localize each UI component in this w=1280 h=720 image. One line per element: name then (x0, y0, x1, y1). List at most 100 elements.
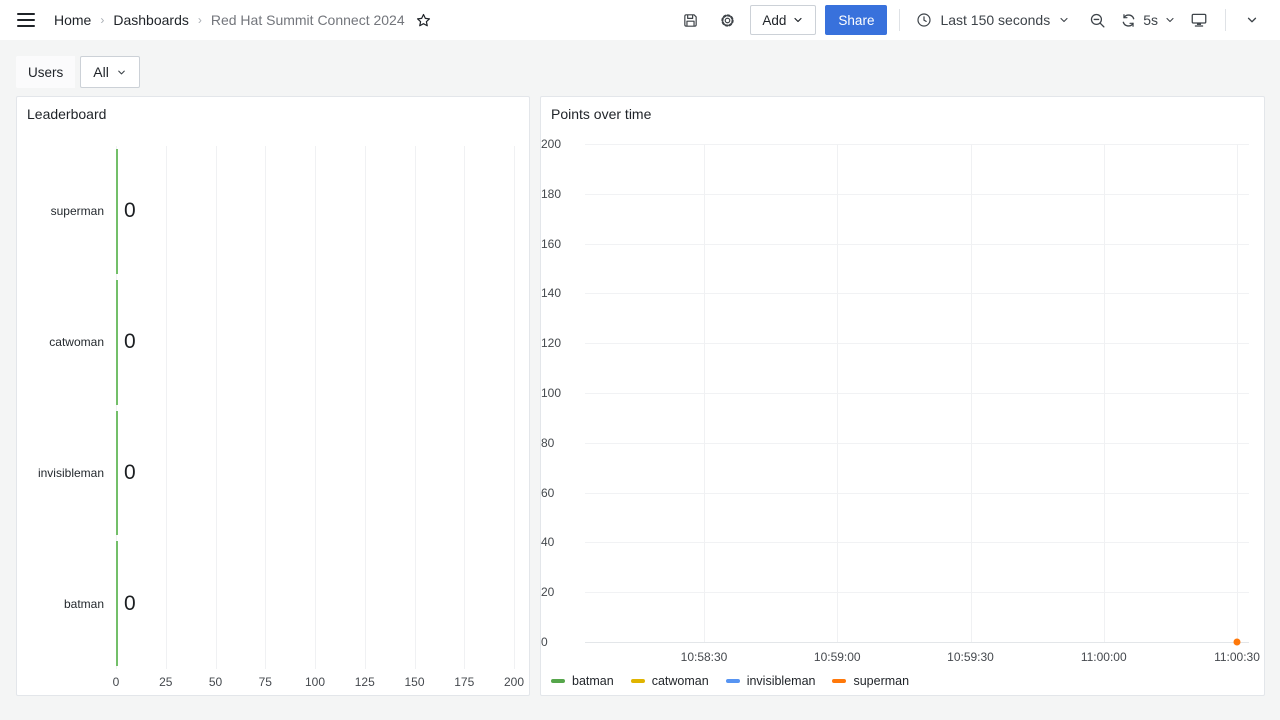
legend-item-batman[interactable]: batman (551, 674, 614, 688)
refresh-interval-label: 5s (1143, 12, 1158, 28)
x-axis-tick-label: 10:58:30 (680, 650, 728, 664)
y-axis-tick-label: 120 (541, 336, 562, 351)
gridline (1237, 144, 1238, 642)
chevron-down-icon (1166, 17, 1174, 23)
share-button[interactable]: Share (825, 5, 888, 35)
legend-label: invisibleman (746, 674, 816, 688)
add-button[interactable]: Add (750, 5, 817, 35)
variable-label-users[interactable]: Users (16, 56, 76, 88)
legend-label: superman (853, 674, 910, 688)
gridline (704, 144, 705, 642)
leaderboard-panel-title[interactable]: Leaderboard (27, 106, 107, 122)
gridline (464, 146, 466, 669)
variable-selected-value: All (93, 64, 109, 80)
x-axis-tick-label: 0 (112, 675, 120, 689)
category-label: batman (63, 596, 104, 611)
toolbar-overflow-chevron-icon[interactable] (1238, 6, 1266, 34)
y-axis-tick-label: 60 (541, 485, 555, 500)
gridline (514, 146, 515, 669)
y-axis-tick-label: 20 (541, 585, 555, 600)
x-axis-tick-label: 10:59:00 (813, 650, 861, 664)
dashboard-settings-gear-icon[interactable] (713, 6, 741, 34)
legend-item-invisibleman[interactable]: invisibleman (725, 674, 816, 688)
dashboard-variables-row: Users All (16, 56, 140, 88)
y-axis-tick-label: 40 (541, 535, 555, 550)
bar (116, 279, 118, 405)
gridline (265, 146, 267, 669)
save-dashboard-icon[interactable] (676, 6, 704, 34)
gridline (585, 393, 1249, 394)
y-axis-tick-label: 140 (541, 286, 562, 301)
gridline (315, 146, 316, 669)
category-label: superman (50, 204, 104, 219)
gridline (165, 146, 167, 669)
bar-row: 0 (116, 146, 515, 277)
favorite-star-icon[interactable] (415, 12, 432, 29)
gridline (837, 144, 839, 642)
legend-label: catwoman (651, 674, 709, 688)
gridline (970, 144, 972, 642)
bar-value-label: 0 (124, 591, 136, 615)
y-axis-tick-label: 180 (541, 186, 562, 201)
chevron-down-icon (794, 17, 803, 23)
bar (116, 410, 118, 536)
tv-kiosk-mode-icon[interactable] (1185, 6, 1213, 34)
gridline (585, 293, 1249, 295)
breadcrumb: Home › Dashboards › Red Hat Summit Conne… (54, 12, 405, 28)
gridline (585, 243, 1249, 245)
gridline (116, 146, 117, 669)
toolbar-divider (1225, 9, 1226, 31)
toolbar-right: Add Share Last 150 seconds (676, 5, 1266, 35)
gridline (364, 146, 366, 669)
leaderboard-plot-area: 0 0 0 0 (116, 146, 515, 669)
chevron-down-icon (118, 70, 125, 74)
gridline (585, 642, 1249, 643)
bar-row: 0 (116, 408, 515, 539)
refresh-picker[interactable]: 5s (1120, 12, 1176, 29)
y-axis-tick-label: 160 (541, 236, 562, 251)
gridline (1103, 144, 1105, 642)
breadcrumb-dashboards[interactable]: Dashboards (113, 12, 189, 28)
x-axis-tick-label: 50 (208, 675, 223, 689)
legend-item-catwoman[interactable]: catwoman (630, 674, 709, 688)
leaderboard-panel: Leaderboard 0 0 0 0 0 25 50 75 100 125 150 175 200 su… (16, 96, 530, 696)
gridline (414, 146, 416, 669)
variable-value-dropdown[interactable]: All (80, 56, 140, 88)
breadcrumb-home[interactable]: Home (54, 12, 92, 28)
legend-swatch (725, 679, 740, 683)
gridline (585, 592, 1249, 594)
chevron-down-icon (1060, 17, 1068, 23)
time-range-picker[interactable]: Last 150 seconds (912, 12, 1074, 28)
gridline (215, 146, 217, 669)
refresh-icon (1122, 13, 1135, 27)
x-axis-tick-label: 175 (454, 675, 475, 689)
gridline (585, 193, 1249, 195)
breadcrumb-separator: › (100, 13, 105, 27)
menu-toggle-icon[interactable] (16, 8, 40, 32)
legend-label: batman (572, 674, 614, 688)
bar-row: 0 (116, 277, 515, 408)
y-axis-tick-label: 100 (541, 386, 562, 400)
gridline (585, 144, 1249, 145)
x-axis-tick-label: 100 (304, 675, 326, 689)
time-range-label: Last 150 seconds (940, 12, 1051, 28)
toolbar-divider (899, 9, 901, 31)
bar (116, 541, 118, 666)
legend-item-superman[interactable]: superman (832, 674, 909, 688)
x-axis-tick-label: 25 (159, 675, 173, 689)
x-axis-tick-label: 75 (258, 675, 272, 689)
x-axis-tick-label: 125 (354, 675, 375, 689)
points-over-time-panel: Points over time batman catwoman invisible… (540, 96, 1265, 696)
x-axis-tick-label: 10:59:30 (947, 650, 994, 664)
clock-icon (917, 13, 932, 27)
bar-row: 0 (116, 538, 515, 669)
category-label: invisibleman (37, 465, 104, 480)
zoom-out-time-icon[interactable] (1083, 6, 1111, 34)
bar (116, 149, 118, 274)
gridline (585, 343, 1249, 345)
points-panel-title[interactable]: Points over time (551, 106, 652, 122)
x-axis-tick-label: 11:00:00 (1080, 650, 1127, 664)
bar-value-label: 0 (124, 460, 136, 484)
legend-swatch (551, 679, 565, 683)
gridline (585, 542, 1249, 544)
